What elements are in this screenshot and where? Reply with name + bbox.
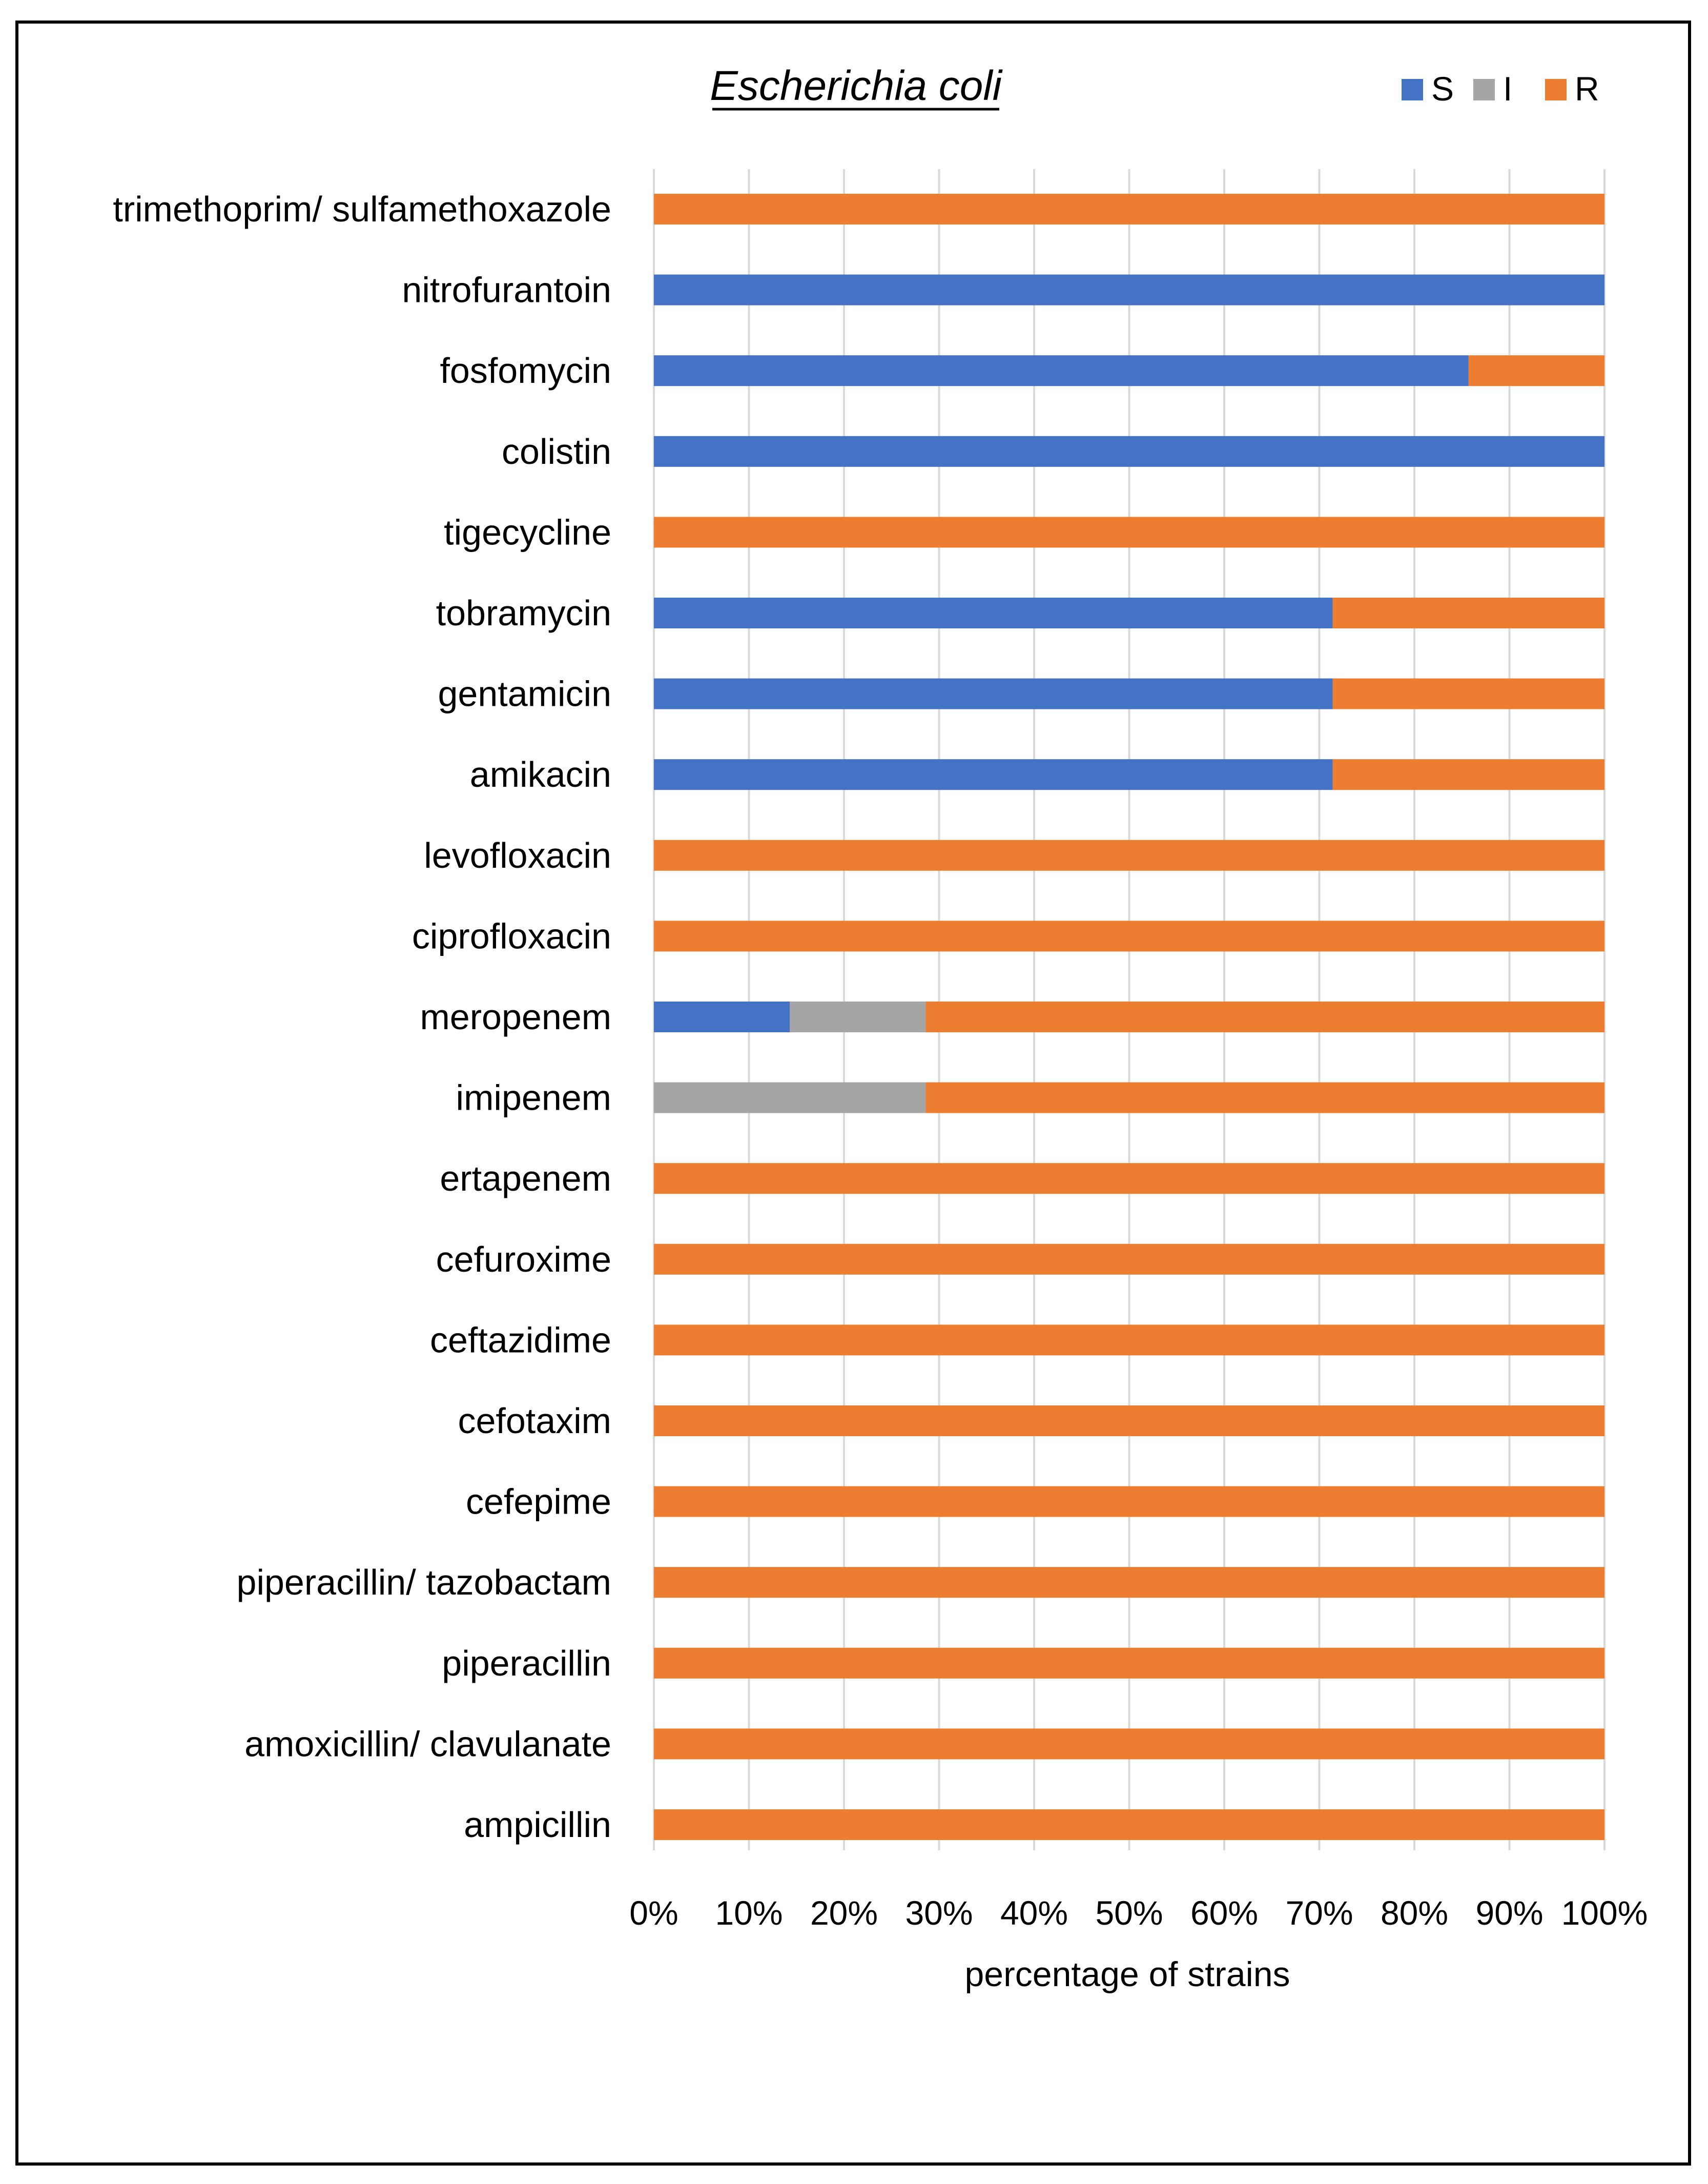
legend-swatch-R xyxy=(1545,79,1567,100)
bar-segment-R xyxy=(654,1163,1604,1194)
bar-segment-S xyxy=(654,436,1604,467)
bar-segment-R xyxy=(925,1082,1604,1113)
legend-swatch-I xyxy=(1473,79,1495,100)
bar-segment-R xyxy=(654,194,1604,224)
bar-segment-S xyxy=(654,759,1333,790)
category-label: ceftazidime xyxy=(430,1320,611,1360)
bar-segment-R xyxy=(654,1405,1604,1436)
x-tick-label: 90% xyxy=(1475,1894,1543,1932)
x-tick-label: 0% xyxy=(629,1894,678,1932)
bar-segment-S xyxy=(654,598,1333,628)
bar-segment-R xyxy=(654,921,1604,952)
bar-segment-R xyxy=(654,1809,1604,1840)
x-tick-label: 60% xyxy=(1190,1894,1258,1932)
category-label: piperacillin xyxy=(442,1643,611,1683)
category-label: gentamicin xyxy=(438,674,611,714)
bars xyxy=(654,194,1604,1840)
category-label: nitrofurantoin xyxy=(402,270,611,310)
bar-segment-R xyxy=(1332,759,1604,790)
category-labels: trimethoprim/ sulfamethoxazole nitrofuran… xyxy=(113,189,611,1845)
x-tick-label: 30% xyxy=(905,1894,973,1932)
category-label: ertapenem xyxy=(440,1158,611,1198)
bar-segment-R xyxy=(654,1647,1604,1679)
bar-segment-S xyxy=(654,274,1604,305)
chart-title: Escherichia coli xyxy=(710,63,1003,109)
bar-segment-S xyxy=(654,355,1469,386)
bar-segment-I xyxy=(790,1002,926,1032)
category-label: meropenem xyxy=(420,997,611,1037)
bar-segment-R xyxy=(925,1002,1604,1032)
bar-segment-I xyxy=(654,1082,926,1113)
legend-swatch-S xyxy=(1402,79,1423,100)
category-label: cefotaxim xyxy=(458,1401,611,1441)
category-label: ampicillin xyxy=(464,1805,611,1845)
x-tick-labels: 0% 10% 20% 30% 40% 50% 60% 70% 80% 90% 100% xyxy=(629,1894,1648,1932)
bar-segment-S xyxy=(654,678,1333,709)
x-tick-label: 50% xyxy=(1095,1894,1163,1932)
category-label: colistin xyxy=(502,432,611,472)
bar-segment-R xyxy=(654,517,1604,548)
bar-segment-R xyxy=(654,1243,1604,1275)
x-tick-label: 100% xyxy=(1561,1894,1648,1932)
bar-segment-R xyxy=(654,1728,1604,1760)
category-label: cefuroxime xyxy=(436,1239,611,1279)
bar-segment-R xyxy=(654,840,1604,871)
x-tick-label: 40% xyxy=(1000,1894,1068,1932)
category-label: amikacin xyxy=(470,754,611,794)
bar-segment-R xyxy=(654,1567,1604,1598)
category-label: cefepime xyxy=(466,1482,611,1522)
category-label: piperacillin/ tazobactam xyxy=(237,1562,611,1602)
category-label: fosfomycin xyxy=(440,351,611,391)
category-label: tigecycline xyxy=(444,512,611,552)
category-label: amoxicillin/ clavulanate xyxy=(244,1724,611,1764)
bar-segment-R xyxy=(654,1324,1604,1356)
bar-segment-S xyxy=(654,1002,790,1032)
bar-segment-R xyxy=(1332,678,1604,709)
category-label: ciprofloxacin xyxy=(412,916,611,956)
category-label: tobramycin xyxy=(436,593,611,633)
x-tick-label: 20% xyxy=(810,1894,878,1932)
bar-segment-R xyxy=(1468,355,1604,386)
x-tick-label: 10% xyxy=(715,1894,783,1932)
category-label: imipenem xyxy=(456,1078,611,1118)
legend-label-S: S xyxy=(1431,70,1454,108)
category-label: trimethoprim/ sulfamethoxazole xyxy=(113,189,611,229)
bar-segment-R xyxy=(654,1486,1604,1517)
x-tick-label: 70% xyxy=(1285,1894,1353,1932)
legend-label-I: I xyxy=(1503,70,1512,108)
bar-segment-R xyxy=(1332,598,1604,628)
x-tick-label: 80% xyxy=(1381,1894,1448,1932)
category-label: levofloxacin xyxy=(424,835,611,875)
x-axis-title: percentage of strains xyxy=(964,1955,1290,1994)
legend-label-R: R xyxy=(1575,70,1599,108)
